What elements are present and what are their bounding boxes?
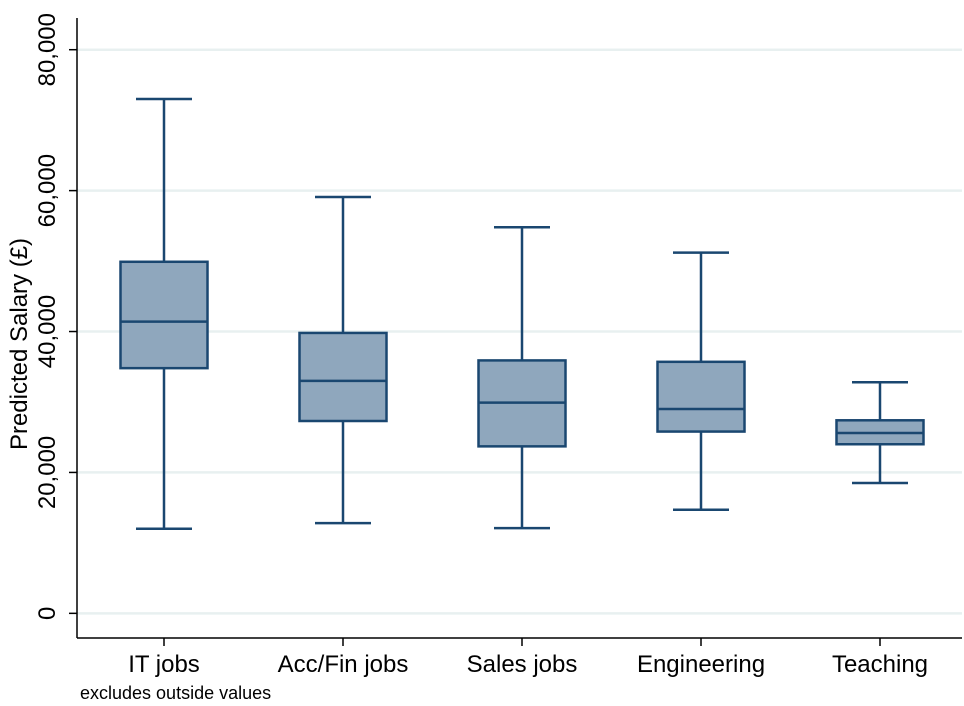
x-category-label: Sales jobs [467, 651, 578, 678]
y-tick-label: 40,000 [34, 295, 61, 368]
x-category-label: Acc/Fin jobs [278, 651, 409, 678]
y-tick-label: 0 [34, 607, 61, 620]
axes [69, 18, 962, 646]
y-axis-title: Predicted Salary (£) [6, 238, 33, 450]
y-tick-label: 60,000 [34, 154, 61, 227]
gridlines [77, 48, 962, 615]
box-group [656, 251, 746, 512]
box-iqr [119, 260, 209, 370]
y-tick-label: 20,000 [34, 436, 61, 509]
x-category-label: IT jobs [128, 651, 200, 678]
box-group [477, 226, 567, 530]
box-iqr [298, 331, 388, 423]
y-tick-label: 80,000 [34, 13, 61, 86]
labels: 0 20,000 40,000 60,000 80,000 IT jobs Acc/Fin … [6, 13, 928, 703]
boxes [119, 97, 925, 531]
box-iqr [656, 360, 746, 433]
box-group [298, 195, 388, 525]
x-category-label: Teaching [832, 651, 928, 678]
box-group [835, 381, 925, 485]
x-category-label: Engineering [637, 651, 765, 678]
chart-note: excludes outside values [80, 683, 271, 703]
box-group [119, 97, 209, 531]
